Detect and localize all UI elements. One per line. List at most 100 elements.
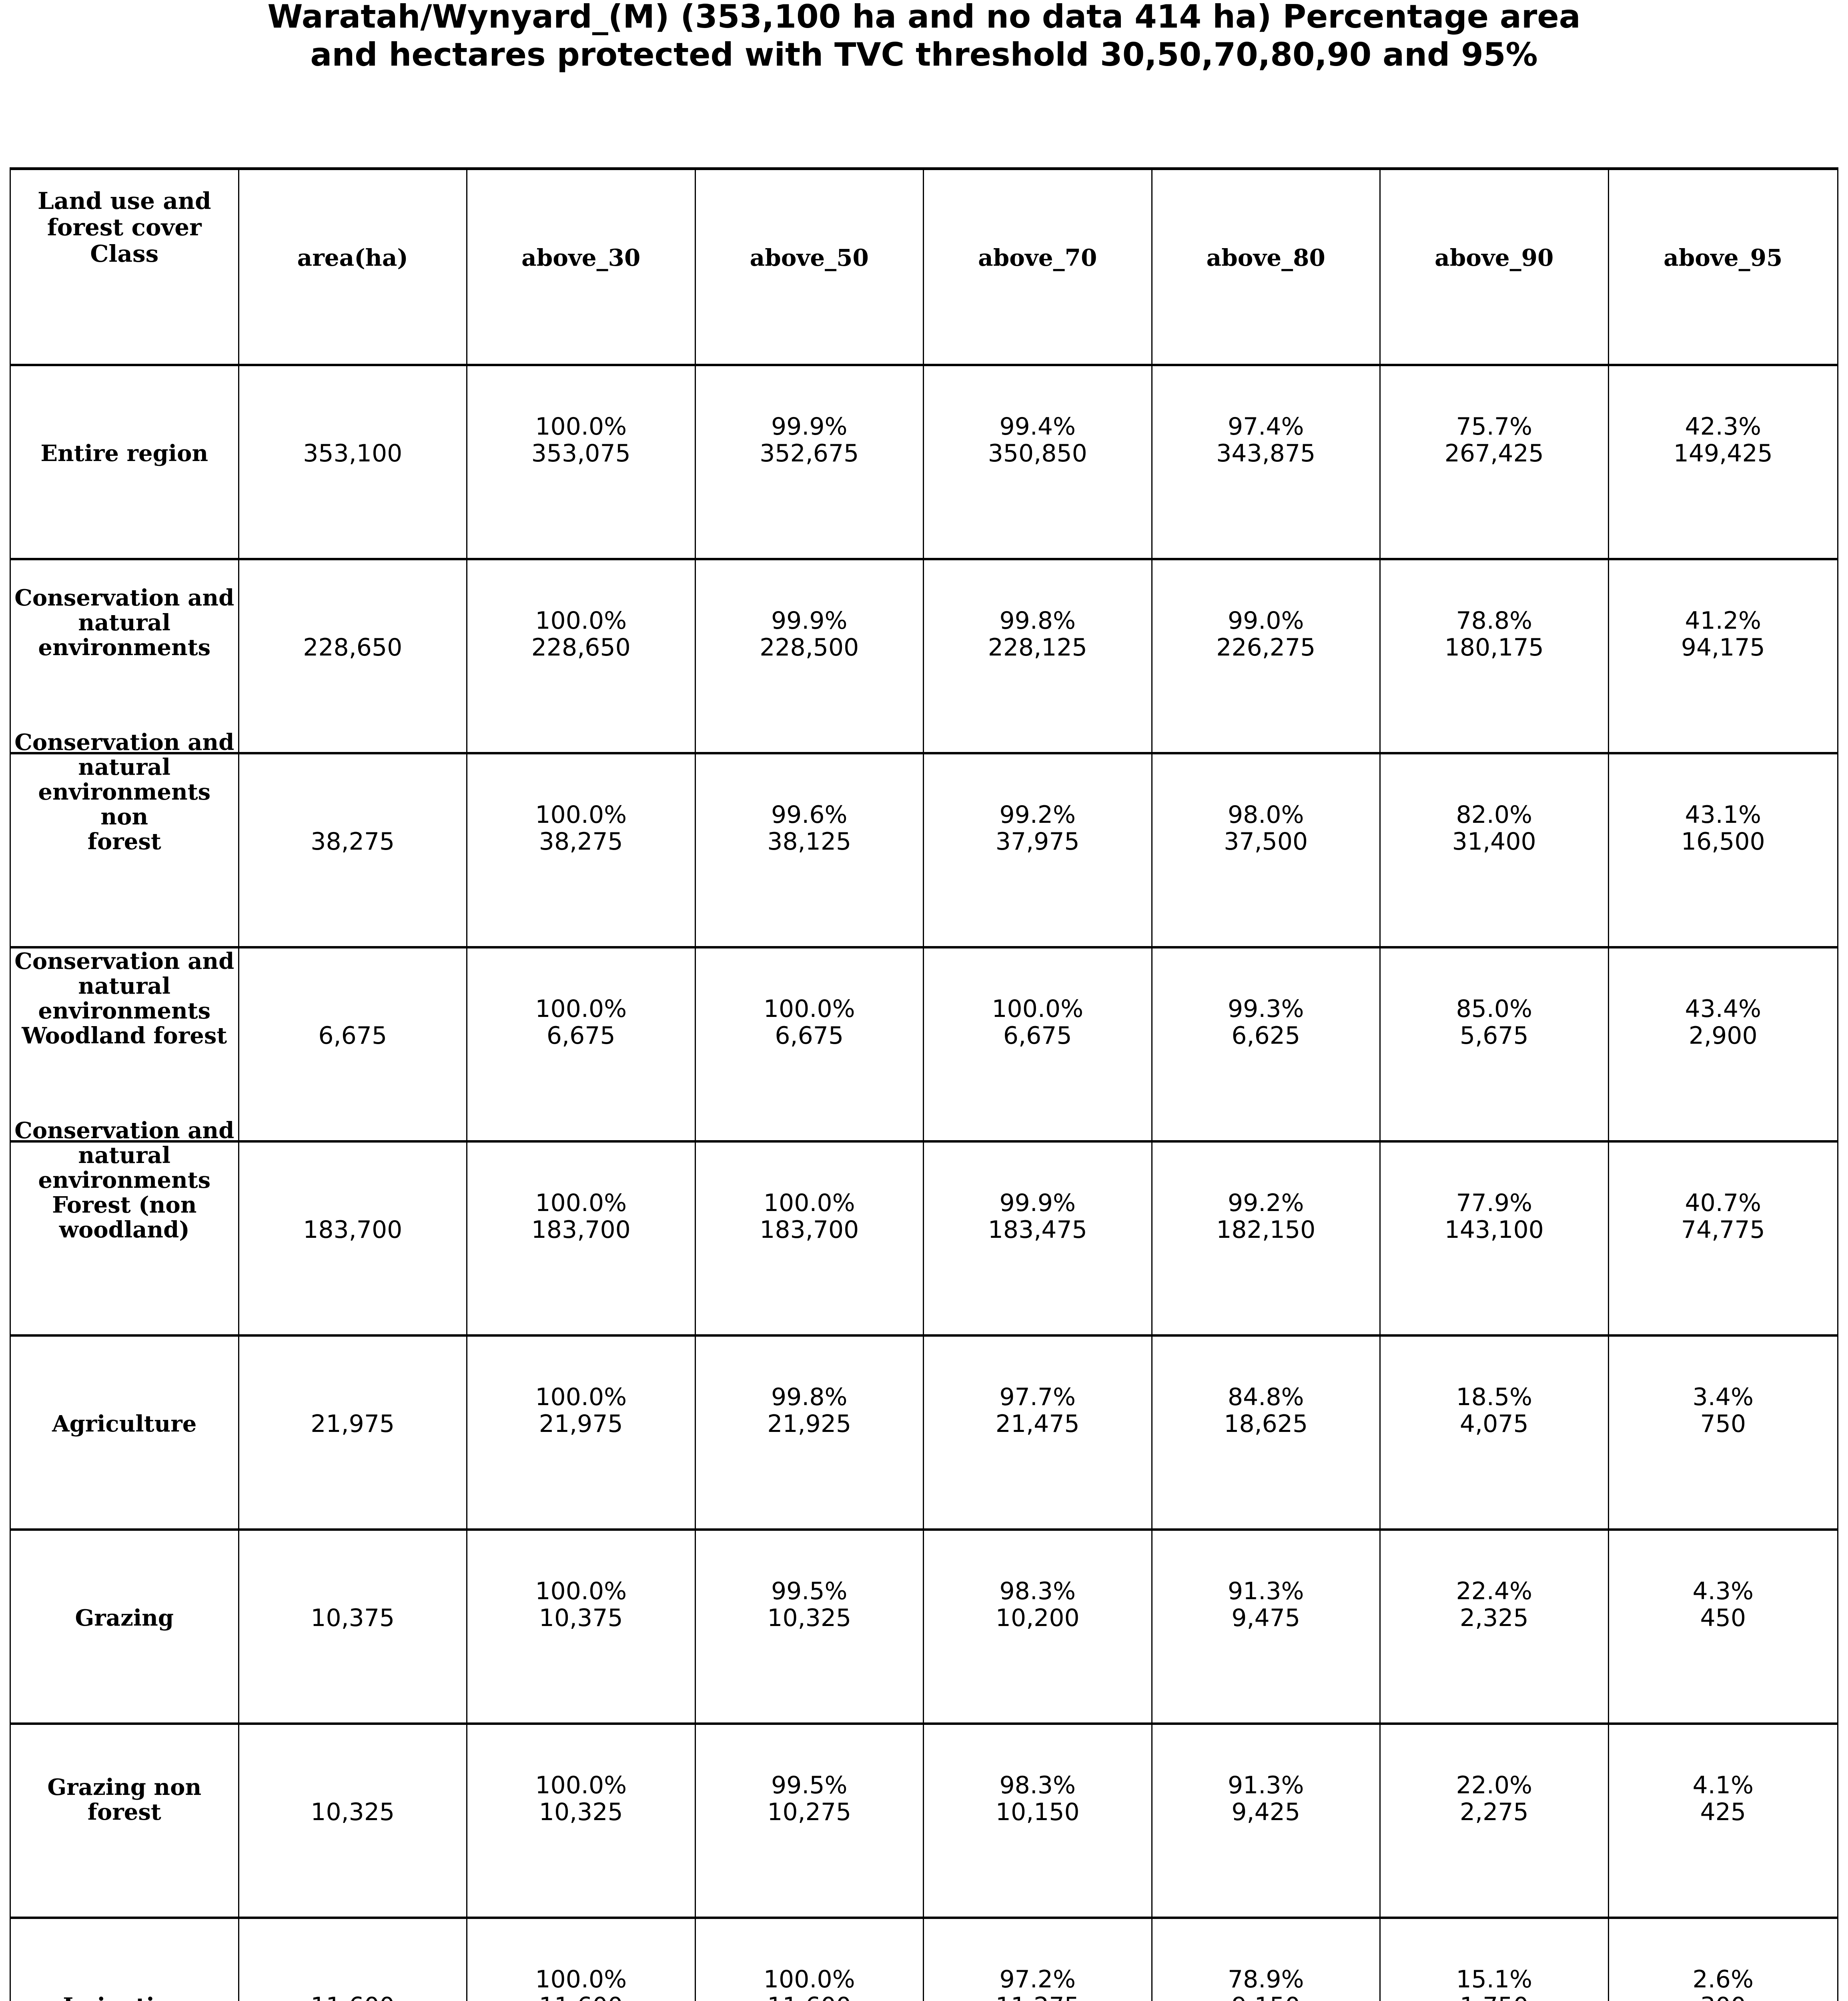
percent-value: 99.9%	[771, 607, 848, 635]
threshold-cell: 100.0%11,600	[696, 1918, 924, 2001]
hectares-value: 267,425	[1444, 439, 1544, 467]
hectares-value: 10,325	[539, 1798, 623, 1826]
header-cell-above-80: above_80	[1152, 170, 1381, 365]
threshold-cell: 100.0% 10,325	[467, 1724, 696, 1918]
area-value: 10,375	[311, 1604, 395, 1632]
percent-value: 22.4%	[1456, 1577, 1533, 1605]
hectares-value: 450	[1700, 1604, 1746, 1632]
area-value: 353,100	[303, 439, 403, 467]
hectares-value: 31,400	[1452, 828, 1536, 856]
hectares-value: 6,625	[1231, 1022, 1301, 1050]
threshold-cell: 2.6%300	[1609, 1918, 1838, 2001]
area-cell: 11,600	[239, 1918, 467, 2001]
percent-value: 99.9%	[999, 1189, 1076, 1217]
hectares-value: 300	[1609, 1994, 1838, 2001]
percent-value: 82.0%	[1456, 801, 1533, 829]
class-cell: Entire region	[11, 365, 239, 559]
hectares-value: 183,700	[531, 1216, 631, 1244]
hectares-value: 18,625	[1224, 1410, 1308, 1438]
percent-value: 43.4%	[1685, 995, 1762, 1023]
threshold-cell: 100.0% 183,700	[467, 1141, 696, 1335]
area-cell: 10,325	[239, 1724, 467, 1918]
threshold-cell: 15.1%1,750	[1381, 1918, 1609, 2001]
threshold-cell: 99.8% 21,925	[696, 1335, 924, 1530]
hectares-value: 149,425	[1673, 439, 1773, 467]
hectares-value: 5,675	[1459, 1022, 1529, 1050]
threshold-cell: 99.0% 226,275	[1152, 559, 1381, 753]
hectares-value: 9,425	[1231, 1798, 1301, 1826]
percent-value: 100.0%	[535, 413, 627, 441]
threshold-cell: 43.4% 2,900	[1609, 947, 1838, 1141]
area-cell: 183,700	[239, 1141, 467, 1335]
header-cell-class: Land use and forest cover Class	[11, 170, 239, 365]
area-cell: 21,975	[239, 1335, 467, 1530]
threshold-cell: 4.3% 450	[1609, 1530, 1838, 1724]
threshold-cell: 78.9%9,150	[1152, 1918, 1381, 2001]
hectares-value: 37,500	[1224, 828, 1308, 856]
percent-value: 100.0%	[763, 1189, 855, 1217]
header-cell-above-30: above_30	[467, 170, 696, 365]
row-separator	[10, 364, 1838, 366]
table-row: Conservation and natural environments 228…	[11, 559, 1837, 753]
table-row: Entire region 353,100 100.0% 353,075 99.9% 35…	[11, 365, 1837, 559]
hectares-value: 37,975	[995, 828, 1080, 856]
class-label: Conservation and natural environments Fo…	[14, 1117, 235, 1243]
row-separator	[10, 1917, 1838, 1919]
class-cell: Agriculture	[11, 1335, 239, 1530]
table-row: Grazing non forest 10,325 100.0% 10,325 99.5…	[11, 1724, 1837, 1918]
table-row: Conservation and natural environments Fo…	[11, 1118, 1837, 1335]
hectares-value: 2,275	[1459, 1798, 1529, 1826]
area-value: 10,325	[311, 1798, 395, 1826]
percent-value: 2.6%	[1692, 1965, 1754, 1993]
row-separator	[10, 946, 1838, 948]
hectares-value: 10,375	[539, 1604, 623, 1632]
percent-value: 99.3%	[1227, 995, 1304, 1023]
percent-value: 99.8%	[771, 1383, 848, 1411]
hectares-value: 10,150	[995, 1798, 1080, 1826]
hectares-value: 16,500	[1681, 828, 1765, 856]
area-value: 6,675	[318, 1022, 387, 1050]
class-label: Grazing non forest	[47, 1774, 202, 1825]
hectares-value: 352,675	[760, 439, 859, 467]
threshold-cell: 78.8% 180,175	[1381, 559, 1609, 753]
header-cell-area: area(ha)	[239, 170, 467, 365]
percent-value: 99.0%	[1227, 607, 1304, 635]
threshold-cell: 100.0% 6,675	[467, 947, 696, 1141]
hectares-value: 228,125	[988, 634, 1087, 662]
threshold-cell: 75.7% 267,425	[1381, 365, 1609, 559]
percent-value: 18.5%	[1456, 1383, 1533, 1411]
threshold-cell: 99.5% 10,325	[696, 1530, 924, 1724]
hectares-value: 353,075	[531, 439, 631, 467]
row-separator	[10, 1334, 1838, 1337]
percent-value: 99.2%	[999, 801, 1076, 829]
percent-value: 4.1%	[1692, 1771, 1754, 1799]
row-separator	[10, 752, 1838, 754]
table-row: Conservation and natural environments no…	[11, 730, 1838, 947]
percent-value: 3.4%	[1692, 1383, 1754, 1411]
threshold-cell: 77.9% 143,100	[1381, 1141, 1609, 1335]
threshold-cell: 99.2% 182,150	[1152, 1141, 1381, 1335]
percent-value: 97.7%	[999, 1383, 1076, 1411]
hectares-value: 182,150	[1216, 1216, 1316, 1244]
class-cell: Conservation and natural environments no…	[11, 730, 239, 947]
threshold-cell: 100.0% 353,075	[467, 365, 696, 559]
percent-value: 97.4%	[1227, 413, 1304, 441]
threshold-cell: 43.1% 16,500	[1609, 753, 1838, 947]
percent-value: 75.7%	[1456, 413, 1533, 441]
threshold-cell: 22.0% 2,275	[1381, 1724, 1609, 1918]
threshold-cell: 97.2%11,275	[924, 1918, 1152, 2001]
hectares-value: 6,675	[546, 1022, 615, 1050]
tvc-threshold-table: Land use and forest cover Class area(ha)…	[10, 167, 1838, 2001]
threshold-cell: 99.5% 10,275	[696, 1724, 924, 1918]
threshold-cell: 99.9% 228,500	[696, 559, 924, 753]
threshold-cell: 100.0% 38,275	[467, 753, 696, 947]
percent-value: 99.4%	[999, 413, 1076, 441]
percent-value: 84.8%	[1227, 1383, 1304, 1411]
area-value: 38,275	[311, 828, 395, 856]
threshold-cell: 99.9% 183,475	[924, 1141, 1152, 1335]
table-row: Agriculture 21,975 100.0% 21,975 99.8% 21,925…	[11, 1335, 1837, 1530]
hectares-value: 183,475	[988, 1216, 1087, 1244]
percent-value: 41.2%	[1685, 607, 1762, 635]
hectares-value: 21,475	[995, 1410, 1080, 1438]
hectares-value: 183,700	[760, 1216, 859, 1244]
